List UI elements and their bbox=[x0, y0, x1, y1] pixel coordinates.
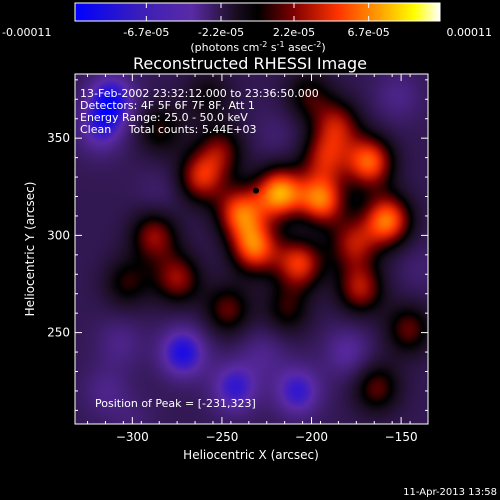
heatmap-image-frame bbox=[75, 74, 428, 424]
y-tick-label: 300 bbox=[47, 228, 70, 242]
y-tick-label: 350 bbox=[47, 131, 70, 145]
annotation-peak: Position of Peak = [-231,323] bbox=[95, 397, 256, 410]
annotation-time: 13-Feb-2002 23:32:12.000 to 23:36:50.000 bbox=[80, 87, 319, 100]
colorbar-tick-label: -2.2e-05 bbox=[198, 26, 244, 39]
colorbar-tick-label: 2.2e-05 bbox=[273, 26, 315, 39]
annotation-energy: Energy Range: 25.0 - 50.0 keV bbox=[80, 111, 248, 124]
colorbar-unit-label: (photons cm-2 s-1 asec-2) bbox=[190, 40, 325, 54]
colorbar bbox=[75, 3, 440, 21]
x-axis-ticks: −300 −250 −200 −150 bbox=[87, 74, 418, 444]
annotation-detectors: Detectors: 4F 5F 6F 7F 8F, Att 1 bbox=[80, 99, 255, 112]
x-axis-label: Heliocentric X (arcsec) bbox=[183, 448, 319, 462]
annotation-clean: Clean Total counts: 5.44E+03 bbox=[80, 123, 257, 136]
peak-marker bbox=[252, 187, 259, 194]
colorbar-tick-label: -0.00011 bbox=[2, 26, 51, 39]
x-tick-label: −250 bbox=[205, 430, 238, 444]
heatmap-canvas bbox=[75, 74, 428, 424]
colorbar-tick-labels: -0.00011 -6.7e-05 -2.2e-05 2.2e-05 6.7e-05 0.… bbox=[2, 26, 492, 39]
footer-timestamp: 11-Apr-2013 13:58 bbox=[403, 487, 497, 498]
y-tick-label: 250 bbox=[47, 326, 70, 340]
colorbar-frame bbox=[74, 2, 441, 22]
colorbar-tick-label: 0.00011 bbox=[447, 26, 493, 39]
chart-title: Reconstructed RHESSI Image bbox=[133, 54, 367, 73]
y-axis-ticks: 250 300 350 bbox=[47, 79, 428, 411]
x-tick-label: −200 bbox=[295, 430, 328, 444]
colorbar-ticks bbox=[74, 3, 441, 21]
colorbar-tick-label: -6.7e-05 bbox=[123, 26, 169, 39]
plot-frame bbox=[74, 73, 429, 425]
y-axis-label: Heliocentric Y (arcsec) bbox=[23, 182, 37, 317]
colorbar-tick-label: 6.7e-05 bbox=[348, 26, 390, 39]
x-tick-label: −300 bbox=[116, 430, 149, 444]
x-tick-label: −150 bbox=[385, 430, 418, 444]
